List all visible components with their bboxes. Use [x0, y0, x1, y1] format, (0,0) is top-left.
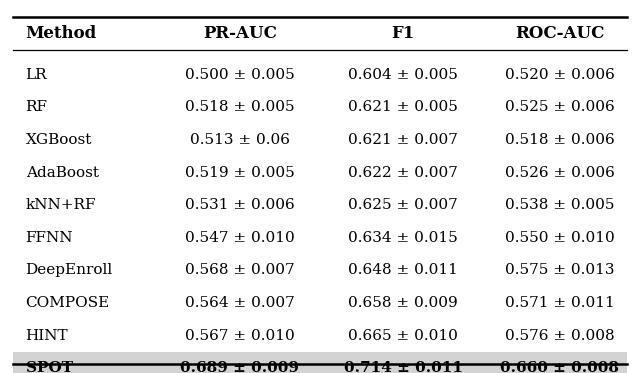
- Text: 0.567 ± 0.010: 0.567 ± 0.010: [185, 329, 295, 343]
- Text: 0.518 ± 0.006: 0.518 ± 0.006: [505, 133, 615, 147]
- Text: 0.550 ± 0.010: 0.550 ± 0.010: [505, 231, 615, 245]
- Text: SPOT: SPOT: [26, 361, 72, 373]
- Text: XGBoost: XGBoost: [26, 133, 92, 147]
- Text: PR-AUC: PR-AUC: [203, 25, 277, 42]
- Text: AdaBoost: AdaBoost: [26, 166, 99, 179]
- Text: 0.571 ± 0.011: 0.571 ± 0.011: [505, 296, 615, 310]
- Text: 0.518 ± 0.005: 0.518 ± 0.005: [185, 100, 295, 114]
- Text: Method: Method: [26, 25, 97, 42]
- Text: COMPOSE: COMPOSE: [26, 296, 110, 310]
- Text: 0.538 ± 0.005: 0.538 ± 0.005: [505, 198, 615, 212]
- Text: 0.621 ± 0.007: 0.621 ± 0.007: [348, 133, 458, 147]
- Text: 0.576 ± 0.008: 0.576 ± 0.008: [505, 329, 615, 343]
- Text: 0.660 ± 0.008: 0.660 ± 0.008: [500, 361, 620, 373]
- Text: DeepEnroll: DeepEnroll: [26, 263, 113, 278]
- Text: 0.520 ± 0.006: 0.520 ± 0.006: [505, 68, 615, 82]
- Text: 0.665 ± 0.010: 0.665 ± 0.010: [348, 329, 458, 343]
- Text: 0.500 ± 0.005: 0.500 ± 0.005: [185, 68, 295, 82]
- Text: 0.575 ± 0.013: 0.575 ± 0.013: [505, 263, 615, 278]
- Text: ROC-AUC: ROC-AUC: [515, 25, 605, 42]
- Text: 0.622 ± 0.007: 0.622 ± 0.007: [348, 166, 458, 179]
- Text: 0.513 ± 0.06: 0.513 ± 0.06: [190, 133, 290, 147]
- Text: kNN+RF: kNN+RF: [26, 198, 96, 212]
- Text: 0.531 ± 0.006: 0.531 ± 0.006: [185, 198, 295, 212]
- Text: F1: F1: [392, 25, 415, 42]
- Text: 0.648 ± 0.011: 0.648 ± 0.011: [348, 263, 458, 278]
- Text: LR: LR: [26, 68, 47, 82]
- Text: HINT: HINT: [26, 329, 68, 343]
- Bar: [13, 352, 627, 373]
- Text: 0.519 ± 0.005: 0.519 ± 0.005: [185, 166, 295, 179]
- Text: 0.634 ± 0.015: 0.634 ± 0.015: [348, 231, 458, 245]
- Text: FFNN: FFNN: [26, 231, 73, 245]
- Text: RF: RF: [26, 100, 47, 114]
- Text: 0.547 ± 0.010: 0.547 ± 0.010: [185, 231, 295, 245]
- Text: 0.526 ± 0.006: 0.526 ± 0.006: [505, 166, 615, 179]
- Text: 0.568 ± 0.007: 0.568 ± 0.007: [185, 263, 295, 278]
- Text: 0.525 ± 0.006: 0.525 ± 0.006: [505, 100, 615, 114]
- Text: 0.621 ± 0.005: 0.621 ± 0.005: [348, 100, 458, 114]
- Text: 0.689 ± 0.009: 0.689 ± 0.009: [180, 361, 300, 373]
- Text: 0.604 ± 0.005: 0.604 ± 0.005: [348, 68, 458, 82]
- Text: 0.564 ± 0.007: 0.564 ± 0.007: [185, 296, 295, 310]
- Text: 0.625 ± 0.007: 0.625 ± 0.007: [348, 198, 458, 212]
- Text: 0.658 ± 0.009: 0.658 ± 0.009: [348, 296, 458, 310]
- Text: 0.714 ± 0.011: 0.714 ± 0.011: [344, 361, 463, 373]
